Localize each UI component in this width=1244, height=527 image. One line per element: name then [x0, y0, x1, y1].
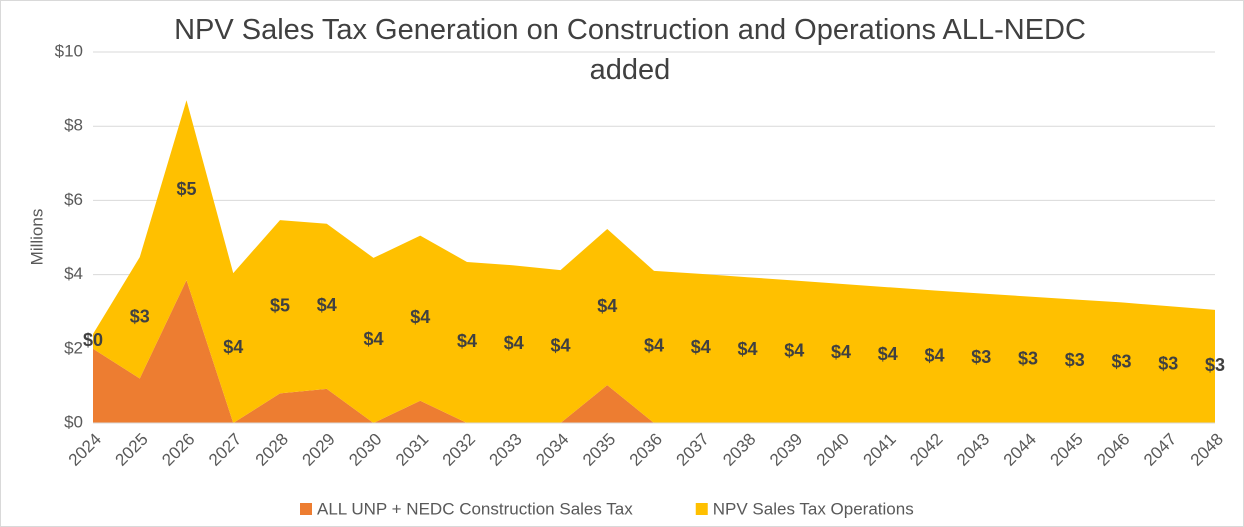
legend-label: NPV Sales Tax Operations [713, 499, 914, 518]
data-label: $5 [270, 295, 290, 315]
y-tick-label: $4 [64, 264, 83, 283]
area [93, 280, 1215, 423]
legend-label: ALL UNP + NEDC Construction Sales Tax [317, 499, 633, 518]
data-label: $4 [457, 331, 477, 351]
data-label: $4 [691, 337, 711, 357]
data-label: $3 [1111, 351, 1131, 371]
data-label: $4 [504, 333, 524, 353]
data-label: $4 [410, 307, 430, 327]
data-label: $3 [971, 347, 991, 367]
data-label: $4 [737, 339, 757, 359]
data-label: $4 [644, 336, 664, 356]
data-label: $4 [550, 335, 570, 355]
area [93, 100, 1215, 423]
data-label: $4 [317, 295, 337, 315]
data-label: $3 [1205, 355, 1225, 375]
data-label: $5 [176, 179, 196, 199]
data-label: $0 [83, 330, 103, 350]
data-label: $4 [878, 344, 898, 364]
data-label: $4 [784, 341, 804, 361]
data-label: $4 [924, 346, 944, 366]
y-tick-label: $6 [64, 190, 83, 209]
y-axis-label: Millions [27, 209, 46, 266]
data-label: $4 [597, 296, 617, 316]
y-tick-label: $0 [64, 412, 83, 431]
data-label: $3 [130, 307, 150, 327]
data-label: $4 [831, 342, 851, 362]
data-label: $4 [223, 337, 243, 357]
y-tick-label: $8 [64, 116, 83, 135]
data-label: $3 [1065, 350, 1085, 370]
data-label: $3 [1018, 348, 1038, 368]
chart-title: NPV Sales Tax Generation on Construction… [174, 14, 1086, 86]
y-tick-label: $10 [55, 41, 83, 60]
data-label: $4 [363, 329, 383, 349]
y-tick-label: $2 [64, 338, 83, 357]
data-label: $3 [1158, 353, 1178, 373]
legend-swatch [695, 503, 708, 515]
legend-swatch [300, 503, 312, 515]
